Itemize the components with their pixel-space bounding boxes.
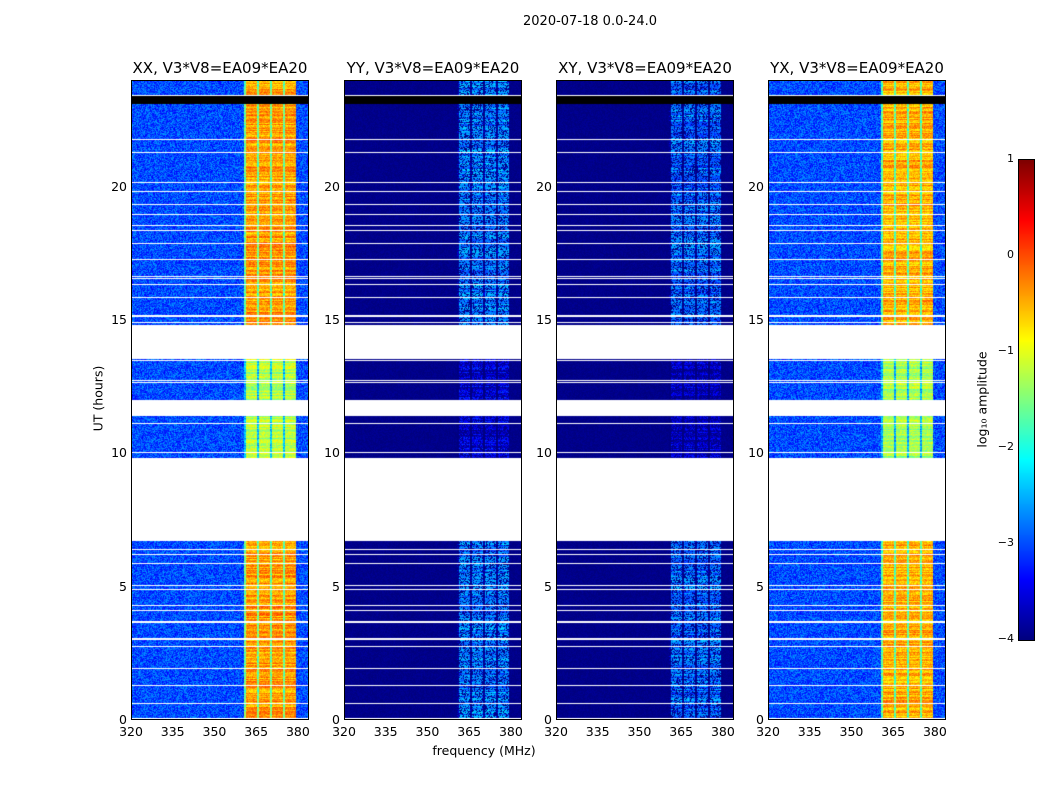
y-tick-label: 10 bbox=[748, 445, 764, 461]
y-tick-label: 10 bbox=[111, 445, 127, 461]
y-tick-label: 15 bbox=[111, 312, 127, 327]
y-tick-label: 20 bbox=[748, 178, 764, 194]
heatmap-image bbox=[345, 81, 521, 719]
x-tick-label: 335 bbox=[373, 724, 398, 739]
colorbar-tick-label: 1 bbox=[1007, 152, 1014, 165]
y-tick-label: 15 bbox=[324, 312, 340, 327]
heatmap-panel-xx bbox=[131, 80, 309, 720]
x-tick-label: 350 bbox=[415, 724, 440, 739]
panel-title: XY, V3*V8=EA09*EA20 bbox=[558, 59, 732, 77]
heatmap-panel-yx bbox=[768, 80, 946, 720]
x-tick-label: 350 bbox=[627, 724, 652, 739]
y-tick-label: 0 bbox=[756, 712, 764, 727]
figure-title: 2020-07-18 0.0-24.0 bbox=[523, 14, 657, 29]
y-tick-label: 20 bbox=[536, 178, 552, 194]
y-tick-label: 15 bbox=[536, 312, 552, 327]
y-tick-label: 5 bbox=[544, 578, 552, 594]
x-tick-label: 365 bbox=[457, 724, 482, 739]
x-tick-label: 335 bbox=[797, 724, 822, 739]
x-tick-label: 320 bbox=[332, 724, 356, 739]
x-tick-label: 320 bbox=[119, 724, 143, 739]
panel-title: XX, V3*V8=EA09*EA20 bbox=[132, 59, 308, 77]
colorbar-tick-label: −3 bbox=[997, 536, 1014, 549]
y-tick-label: 0 bbox=[332, 712, 340, 727]
x-tick-label: 350 bbox=[202, 724, 227, 739]
colorbar-tick-label: −2 bbox=[997, 440, 1014, 453]
colorbar-tick-label: −1 bbox=[997, 344, 1014, 357]
y-tick-label: 20 bbox=[111, 178, 127, 194]
x-tick-label: 365 bbox=[669, 724, 694, 739]
x-tick-label: 320 bbox=[544, 724, 568, 739]
x-tick-label: 335 bbox=[585, 724, 610, 739]
y-tick-label: 5 bbox=[332, 578, 340, 594]
x-tick-label: 365 bbox=[244, 724, 269, 739]
x-axis-label: frequency (MHz) bbox=[432, 743, 536, 758]
x-tick-label: 350 bbox=[839, 724, 864, 739]
heatmap-image bbox=[132, 81, 308, 719]
x-tick-label: 380 bbox=[498, 724, 523, 739]
colorbar bbox=[1018, 159, 1035, 641]
x-tick-label: 320 bbox=[756, 724, 780, 739]
y-tick-label: 0 bbox=[544, 712, 552, 727]
x-tick-label: 365 bbox=[881, 724, 906, 739]
y-tick-label: 5 bbox=[119, 578, 127, 594]
x-tick-label: 380 bbox=[922, 724, 947, 739]
y-tick-label: 10 bbox=[324, 445, 340, 461]
panel-title: YY, V3*V8=EA09*EA20 bbox=[346, 59, 520, 77]
y-tick-label: 0 bbox=[119, 712, 127, 727]
y-tick-label: 20 bbox=[324, 178, 340, 194]
x-tick-label: 380 bbox=[710, 724, 735, 739]
x-tick-label: 335 bbox=[160, 724, 185, 739]
heatmap-panel-xy bbox=[556, 80, 734, 720]
heatmap-image bbox=[557, 81, 733, 719]
colorbar-tick-label: 0 bbox=[1007, 248, 1014, 261]
panel-title: YX, V3*V8=EA09*EA20 bbox=[770, 59, 944, 77]
y-tick-label: 10 bbox=[536, 445, 552, 461]
heatmap-image bbox=[769, 81, 945, 719]
y-tick-label: 15 bbox=[748, 312, 764, 327]
heatmap-panel-yy bbox=[344, 80, 522, 720]
x-tick-label: 380 bbox=[285, 724, 310, 739]
y-tick-label: 5 bbox=[756, 578, 764, 594]
y-axis-label: UT (hours) bbox=[90, 365, 106, 432]
colorbar-tick-label: −4 bbox=[997, 632, 1014, 645]
